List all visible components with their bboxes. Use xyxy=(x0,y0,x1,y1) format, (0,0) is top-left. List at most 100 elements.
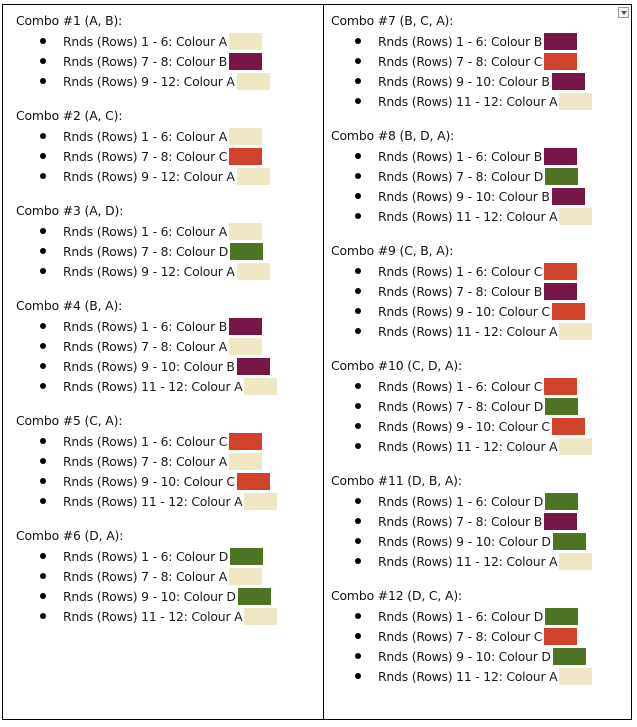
bullet-icon xyxy=(40,38,46,44)
round-list: Rnds (Rows) 1 - 6: Colour B Rnds (Rows) 7… xyxy=(16,316,323,396)
round-instruction: Rnds (Rows) 9 - 10: Colour D xyxy=(378,649,551,664)
list-item: Rnds (Rows) 7 - 8: Colour A xyxy=(16,566,323,586)
combo-title: Combo #6 (D, A): xyxy=(16,526,323,546)
bullet-icon xyxy=(355,498,361,504)
bullet-icon xyxy=(40,153,46,159)
list-item: Rnds (Rows) 11 - 12: Colour A xyxy=(331,666,631,686)
bullet-icon xyxy=(355,538,361,544)
bullet-icon xyxy=(40,78,46,84)
round-instruction: Rnds (Rows) 11 - 12: Colour A xyxy=(378,669,557,684)
bullet-icon xyxy=(40,58,46,64)
bullet-icon xyxy=(40,478,46,484)
round-instruction: Rnds (Rows) 11 - 12: Colour A xyxy=(63,609,242,624)
list-item: Rnds (Rows) 7 - 8: Colour C xyxy=(331,626,631,646)
combo-title: Combo #1 (A, B): xyxy=(16,11,323,31)
round-instruction: Rnds (Rows) 9 - 12: Colour A xyxy=(63,264,235,279)
list-item: Rnds (Rows) 9 - 10: Colour C xyxy=(16,471,323,491)
colour-swatch-d xyxy=(230,548,263,565)
round-instruction: Rnds (Rows) 7 - 8: Colour D xyxy=(63,244,228,259)
round-instruction: Rnds (Rows) 7 - 8: Colour D xyxy=(378,399,543,414)
bullet-icon xyxy=(355,193,361,199)
colour-swatch-a xyxy=(559,553,592,570)
colour-swatch-d xyxy=(238,588,271,605)
round-instruction: Rnds (Rows) 1 - 6: Colour C xyxy=(378,264,542,279)
bullet-icon xyxy=(40,228,46,234)
round-instruction: Rnds (Rows) 7 - 8: Colour A xyxy=(63,339,227,354)
colour-swatch-a xyxy=(229,223,262,240)
colour-swatch-b xyxy=(544,513,577,530)
combo-title: Combo #8 (B, D, A): xyxy=(331,126,631,146)
combo-table: Combo #1 (A, B): Rnds (Rows) 1 - 6: Colou… xyxy=(2,4,632,720)
bullet-icon xyxy=(40,383,46,389)
round-instruction: Rnds (Rows) 11 - 12: Colour A xyxy=(378,209,557,224)
bullet-icon xyxy=(40,438,46,444)
bullet-icon xyxy=(355,213,361,219)
cell-dropdown-button[interactable] xyxy=(618,7,629,18)
table-column-left: Combo #1 (A, B): Rnds (Rows) 1 - 6: Colou… xyxy=(3,5,324,719)
round-instruction: Rnds (Rows) 7 - 8: Colour B xyxy=(378,514,542,529)
round-instruction: Rnds (Rows) 9 - 10: Colour C xyxy=(378,419,550,434)
bullet-icon xyxy=(355,518,361,524)
colour-swatch-c xyxy=(552,303,585,320)
colour-swatch-c xyxy=(544,263,577,280)
list-item: Rnds (Rows) 1 - 6: Colour B xyxy=(331,146,631,166)
round-instruction: Rnds (Rows) 7 - 8: Colour B xyxy=(63,54,227,69)
list-item: Rnds (Rows) 9 - 10: Colour D xyxy=(16,586,323,606)
bullet-icon xyxy=(355,673,361,679)
colour-swatch-a xyxy=(244,493,277,510)
round-list: Rnds (Rows) 1 - 6: Colour D Rnds (Rows) 7… xyxy=(331,606,631,686)
list-item: Rnds (Rows) 1 - 6: Colour D xyxy=(331,606,631,626)
colour-swatch-a xyxy=(559,438,592,455)
colour-swatch-b xyxy=(544,283,577,300)
list-item: Rnds (Rows) 9 - 12: Colour A xyxy=(16,166,323,186)
combo-block: Combo #8 (B, D, A): Rnds (Rows) 1 - 6: Co… xyxy=(331,126,631,226)
colour-swatch-d xyxy=(553,533,586,550)
bullet-icon xyxy=(355,173,361,179)
colour-swatch-a xyxy=(244,608,277,625)
combo-block: Combo #6 (D, A): Rnds (Rows) 1 - 6: Colou… xyxy=(16,526,323,626)
round-list: Rnds (Rows) 1 - 6: Colour A Rnds (Rows) 7… xyxy=(16,126,323,186)
bullet-icon xyxy=(355,558,361,564)
bullet-icon xyxy=(355,653,361,659)
list-item: Rnds (Rows) 7 - 8: Colour B xyxy=(331,281,631,301)
round-instruction: Rnds (Rows) 11 - 12: Colour A xyxy=(378,439,557,454)
round-instruction: Rnds (Rows) 9 - 10: Colour B xyxy=(378,189,550,204)
list-item: Rnds (Rows) 9 - 10: Colour B xyxy=(331,186,631,206)
round-instruction: Rnds (Rows) 9 - 10: Colour C xyxy=(378,304,550,319)
round-instruction: Rnds (Rows) 7 - 8: Colour D xyxy=(378,169,543,184)
colour-swatch-d xyxy=(553,648,586,665)
round-instruction: Rnds (Rows) 1 - 6: Colour B xyxy=(378,149,542,164)
list-item: Rnds (Rows) 1 - 6: Colour A xyxy=(16,126,323,146)
colour-swatch-d xyxy=(545,608,578,625)
bullet-icon xyxy=(355,153,361,159)
list-item: Rnds (Rows) 11 - 12: Colour A xyxy=(16,491,323,511)
list-item: Rnds (Rows) 7 - 8: Colour D xyxy=(331,396,631,416)
bullet-icon xyxy=(40,133,46,139)
combo-title: Combo #5 (C, A): xyxy=(16,411,323,431)
round-instruction: Rnds (Rows) 11 - 12: Colour A xyxy=(378,94,557,109)
round-instruction: Rnds (Rows) 11 - 12: Colour A xyxy=(378,324,557,339)
round-instruction: Rnds (Rows) 1 - 6: Colour D xyxy=(63,549,228,564)
combo-block: Combo #1 (A, B): Rnds (Rows) 1 - 6: Colou… xyxy=(16,11,323,91)
list-item: Rnds (Rows) 11 - 12: Colour A xyxy=(331,551,631,571)
list-item: Rnds (Rows) 9 - 10: Colour D xyxy=(331,646,631,666)
colour-swatch-d xyxy=(545,493,578,510)
bullet-icon xyxy=(355,633,361,639)
bullet-icon xyxy=(355,308,361,314)
combo-title: Combo #2 (A, C): xyxy=(16,106,323,126)
list-item: Rnds (Rows) 1 - 6: Colour C xyxy=(16,431,323,451)
round-instruction: Rnds (Rows) 1 - 6: Colour C xyxy=(63,434,227,449)
colour-swatch-a xyxy=(559,208,592,225)
colour-swatch-d xyxy=(545,398,578,415)
list-item: Rnds (Rows) 11 - 12: Colour A xyxy=(331,436,631,456)
colour-swatch-a xyxy=(229,568,262,585)
list-item: Rnds (Rows) 1 - 6: Colour A xyxy=(16,31,323,51)
bullet-icon xyxy=(355,98,361,104)
round-list: Rnds (Rows) 1 - 6: Colour C Rnds (Rows) 7… xyxy=(331,376,631,456)
bullet-icon xyxy=(355,38,361,44)
colour-swatch-b xyxy=(552,188,585,205)
round-instruction: Rnds (Rows) 9 - 12: Colour A xyxy=(63,169,235,184)
list-item: Rnds (Rows) 7 - 8: Colour A xyxy=(16,451,323,471)
bullet-icon xyxy=(355,328,361,334)
list-item: Rnds (Rows) 1 - 6: Colour C xyxy=(331,261,631,281)
